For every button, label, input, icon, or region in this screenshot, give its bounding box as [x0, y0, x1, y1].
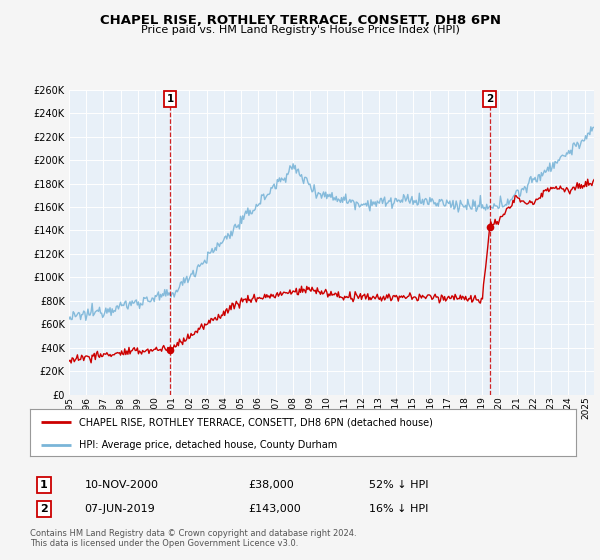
Text: 2: 2 [40, 504, 47, 514]
Text: CHAPEL RISE, ROTHLEY TERRACE, CONSETT, DH8 6PN (detached house): CHAPEL RISE, ROTHLEY TERRACE, CONSETT, D… [79, 417, 433, 427]
Text: £38,000: £38,000 [248, 480, 294, 490]
Text: This data is licensed under the Open Government Licence v3.0.: This data is licensed under the Open Gov… [30, 539, 298, 548]
Text: 10-NOV-2000: 10-NOV-2000 [85, 480, 158, 490]
Text: 07-JUN-2019: 07-JUN-2019 [85, 504, 155, 514]
Text: Price paid vs. HM Land Registry's House Price Index (HPI): Price paid vs. HM Land Registry's House … [140, 25, 460, 35]
Text: 16% ↓ HPI: 16% ↓ HPI [368, 504, 428, 514]
Text: £143,000: £143,000 [248, 504, 301, 514]
Text: Contains HM Land Registry data © Crown copyright and database right 2024.: Contains HM Land Registry data © Crown c… [30, 529, 356, 538]
Text: HPI: Average price, detached house, County Durham: HPI: Average price, detached house, Coun… [79, 440, 337, 450]
Text: 1: 1 [40, 480, 47, 490]
Text: CHAPEL RISE, ROTHLEY TERRACE, CONSETT, DH8 6PN: CHAPEL RISE, ROTHLEY TERRACE, CONSETT, D… [100, 14, 500, 27]
Text: 2: 2 [486, 94, 493, 104]
Text: 52% ↓ HPI: 52% ↓ HPI [368, 480, 428, 490]
Text: 1: 1 [166, 94, 173, 104]
